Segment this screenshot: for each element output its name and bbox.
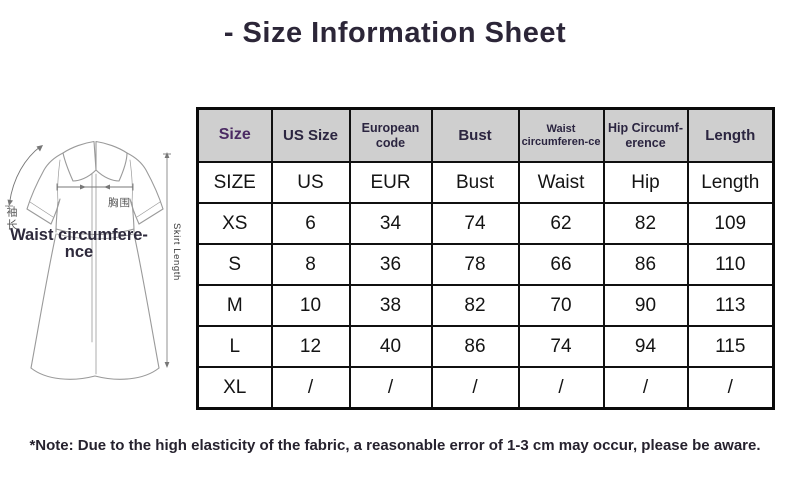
table-cell: 66 [517, 243, 605, 286]
skirt-length-label: Skirt Length [171, 223, 182, 281]
table-cell: 70 [517, 284, 605, 327]
table-cell: 40 [348, 325, 433, 368]
table-cell: 78 [430, 243, 520, 286]
table-cell: 86 [602, 243, 689, 286]
table-cell: 74 [430, 202, 520, 245]
table-cell: 82 [430, 284, 520, 327]
table-cell: 86 [430, 325, 520, 368]
table-cell: 62 [517, 202, 605, 245]
table-cell: EUR [348, 161, 433, 204]
table-cell: L [196, 325, 273, 368]
table-row: M 10 38 82 70 90 113 [196, 284, 775, 327]
table-cell: 94 [602, 325, 689, 368]
table-cell: 90 [602, 284, 689, 327]
table-cell: 8 [270, 243, 351, 286]
bust-label-cn: 胸围 [108, 196, 131, 209]
waist-label-line1: Waist circumfere- [10, 226, 148, 244]
table-cell: Length [686, 161, 775, 204]
dress-drawing: 胸围 [5, 140, 171, 380]
table-cell: SIZE [196, 161, 273, 204]
table-cell: 34 [348, 202, 433, 245]
table-cell: / [348, 366, 433, 410]
table-cell: Bust [430, 161, 520, 204]
table-cell: XL [196, 366, 273, 410]
column-header: European code [348, 107, 433, 163]
table-cell: / [270, 366, 351, 410]
table-cell: Waist [517, 161, 605, 204]
table-cell: 110 [686, 243, 775, 286]
size-table-body: SIZE US EUR Bust Waist Hip Length XS 6 34 74 62 82 10… [196, 161, 775, 410]
table-cell: 38 [348, 284, 433, 327]
sleeve-length-label-cn: 袖长 [5, 206, 17, 232]
table-row: XS 6 34 74 62 82 109 [196, 202, 775, 245]
table-cell: M [196, 284, 273, 327]
table-cell: 10 [270, 284, 351, 327]
table-row: SIZE US EUR Bust Waist Hip Length [196, 161, 775, 204]
column-header: Size [196, 107, 273, 163]
table-cell: 74 [517, 325, 605, 368]
sleeve-length-arc [9, 145, 42, 204]
measurement-lines [5, 145, 171, 368]
table-cell: Hip [602, 161, 689, 204]
table-cell: 115 [686, 325, 775, 368]
table-cell: XS [196, 202, 273, 245]
column-header: Length [686, 107, 775, 163]
collar-right [95, 140, 128, 182]
table-cell: 109 [686, 202, 775, 245]
table-row: XL / / / / / / [196, 366, 775, 410]
size-table: Size US Size European code Bust Waist circum… [196, 107, 775, 410]
table-cell: S [196, 243, 273, 286]
table-cell: / [430, 366, 520, 410]
table-cell: 82 [602, 202, 689, 245]
header-row: Size US Size European code Bust Waist circum… [196, 107, 775, 163]
table-cell: US [270, 161, 351, 204]
page-title: - Size Information Sheet [223, 17, 567, 49]
column-header: US Size [270, 107, 351, 163]
waist-circumference-label: Waist circumfere- nce [2, 226, 156, 262]
table-cell: 12 [270, 325, 351, 368]
table-cell: 6 [270, 202, 351, 245]
size-table-container: Size US Size European code Bust Waist circum… [196, 107, 775, 410]
table-row: L 12 40 86 74 94 115 [196, 325, 775, 368]
collar-left [62, 140, 97, 182]
column-header: Waist circumferen-ce [517, 107, 605, 163]
table-cell: / [602, 366, 689, 410]
table-cell: / [517, 366, 605, 410]
footnote: *Note: Due to the high elasticity of the… [29, 437, 761, 454]
table-row: S 8 36 78 66 86 110 [196, 243, 775, 286]
dress-illustration: 胸围 袖长 Waist circumfere- nce Skirt Length [0, 130, 195, 398]
column-header: Bust [430, 107, 520, 163]
table-cell: / [686, 366, 775, 410]
table-cell: 36 [348, 243, 433, 286]
column-header: Hip Circumf-erence [602, 107, 689, 163]
waist-label-line2: nce [64, 243, 94, 262]
table-cell: 113 [686, 284, 775, 327]
